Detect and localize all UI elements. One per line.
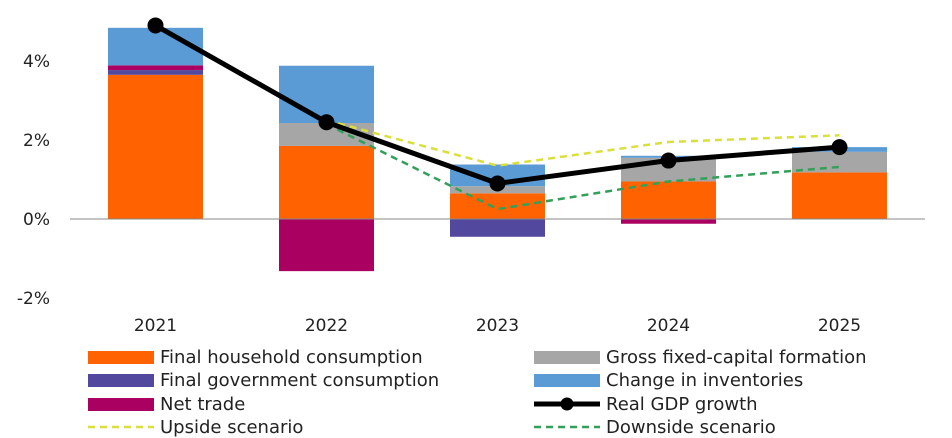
y-tick-label: 0%	[23, 210, 50, 230]
x-axis-ticks: 2021 2022 2023 2024 2025	[134, 316, 861, 336]
legend-label: Net trade	[160, 394, 245, 415]
x-tick-label: 2024	[647, 316, 690, 336]
bar-final-household-consumption-2021	[108, 74, 203, 219]
bar-final-household-consumption-2023	[450, 193, 545, 219]
line-downside-scenario	[325, 123, 840, 211]
legend-swatch	[534, 374, 600, 387]
legend-item-final-household-consumption: Final household consumption	[88, 347, 423, 368]
point-real-gdp-growth-2024	[660, 152, 677, 169]
legend-label: Upside scenario	[160, 417, 303, 438]
legend-label: Gross fixed-capital formation	[606, 347, 867, 368]
bar-net-trade-2024	[621, 219, 716, 224]
y-axis-ticks: 4% 2% 0% -2%	[17, 52, 50, 309]
legend-item-gross-fixed-capital-formation: Gross fixed-capital formation	[534, 347, 867, 368]
legend-item-upside-scenario: Upside scenario	[88, 417, 303, 438]
legend-item-downside-scenario: Downside scenario	[534, 417, 776, 438]
bar-change-in-inventories-2022	[279, 65, 374, 124]
y-tick-label: 2%	[23, 131, 50, 151]
legend-label: Real GDP growth	[606, 394, 758, 415]
legend-swatch	[88, 374, 154, 387]
x-tick-label: 2022	[305, 316, 348, 336]
point-real-gdp-growth-2025	[831, 139, 848, 156]
legend-item-real-gdp-growth: Real GDP growth	[534, 394, 758, 415]
point-real-gdp-growth-2021	[147, 17, 164, 34]
legend-label: Final household consumption	[160, 347, 423, 368]
point-real-gdp-growth-2022	[318, 114, 335, 131]
legend-item-final-government-consumption: Final government consumption	[88, 370, 439, 391]
y-tick-label: -2%	[17, 289, 50, 309]
bar-final-government-consumption-2021	[108, 70, 203, 75]
legend-item-net-trade: Net trade	[88, 394, 245, 415]
x-tick-label: 2025	[818, 316, 861, 336]
y-tick-label: 4%	[23, 52, 50, 72]
legend-marker	[560, 397, 574, 411]
bar-final-government-consumption-2023	[450, 219, 545, 237]
x-tick-label: 2023	[476, 316, 519, 336]
legend-label: Downside scenario	[606, 417, 776, 438]
bar-final-household-consumption-2024	[621, 181, 716, 219]
series-lines	[147, 17, 848, 211]
legend-label: Final government consumption	[160, 370, 439, 391]
x-tick-label: 2021	[134, 316, 177, 336]
point-real-gdp-growth-2023	[489, 175, 506, 192]
legend-swatch	[88, 351, 154, 364]
bar-gross-fixed-capital-formation-2025	[792, 151, 887, 173]
bar-change-in-inventories-2021	[108, 27, 203, 66]
bar-net-trade-2021	[108, 65, 203, 71]
legend-swatch	[88, 398, 154, 411]
bar-final-household-consumption-2022	[279, 145, 374, 219]
line-real-gdp-growth	[154, 23, 840, 186]
legend-label: Change in inventories	[606, 370, 803, 391]
line-upside-scenario	[326, 119, 840, 167]
legend: Final household consumption Gross fixed-c…	[88, 347, 867, 438]
legend-swatch	[534, 351, 600, 364]
bar-final-household-consumption-2025	[792, 172, 887, 219]
bar-net-trade-2022	[279, 219, 374, 272]
legend-item-change-in-inventories: Change in inventories	[534, 370, 803, 391]
